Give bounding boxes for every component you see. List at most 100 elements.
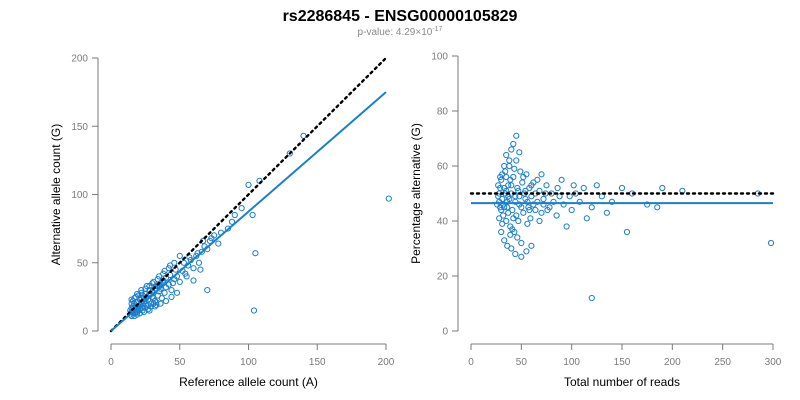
data-point [138, 287, 145, 294]
data-point [501, 204, 508, 211]
y-tick-label: 200 [71, 54, 88, 65]
data-point [512, 198, 519, 205]
data-point [556, 193, 563, 200]
x-tick-label: 0 [108, 357, 114, 368]
data-point [495, 193, 502, 200]
data-point [509, 226, 516, 233]
pvalue-exponent: -17 [432, 26, 442, 33]
data-point [168, 287, 175, 294]
data-point [162, 297, 170, 305]
x-tick-label: 150 [614, 357, 631, 368]
data-point [249, 211, 256, 219]
data-point [197, 266, 204, 273]
y-tick-label: 100 [71, 190, 88, 201]
data-point [524, 220, 531, 227]
data-point [536, 217, 543, 225]
data-point [506, 162, 513, 170]
data-point [513, 132, 520, 139]
data-point [286, 150, 293, 157]
data-point [516, 149, 523, 156]
y-tick-label: 40 [437, 217, 449, 228]
data-point [568, 206, 575, 214]
data-point [176, 252, 183, 259]
y-tick-label: 50 [77, 258, 89, 269]
x-tick-label: 0 [468, 357, 474, 368]
data-point [538, 209, 545, 216]
x-tick-label: 50 [516, 357, 528, 368]
data-point [508, 146, 515, 153]
x-axis-title: Reference allele count (A) [179, 375, 318, 389]
y-tick-label: 150 [71, 122, 88, 133]
data-point [157, 300, 164, 307]
data-point [495, 182, 502, 189]
left-panel: 0 50 100 150 200 0 50 100 150 200 Reference allele… [49, 54, 395, 390]
data-point [138, 289, 145, 296]
data-point [514, 184, 521, 192]
data-point [167, 262, 174, 269]
data-point [544, 206, 551, 214]
data-point [576, 198, 583, 205]
y-tick-label: 20 [437, 272, 449, 283]
data-point [588, 204, 595, 211]
data-point [183, 273, 190, 280]
data-point [507, 176, 514, 183]
data-point [644, 201, 651, 208]
y-tick-label: 80 [437, 107, 449, 118]
data-point [505, 182, 512, 189]
data-point [169, 280, 176, 287]
x-axis-title: Total number of reads [564, 375, 680, 389]
data-point [540, 195, 547, 203]
data-point [252, 250, 259, 257]
data-point [385, 195, 392, 202]
data-point [558, 176, 565, 183]
data-point [540, 201, 547, 208]
data-point [507, 231, 514, 238]
data-point [553, 212, 560, 219]
data-point [134, 291, 141, 298]
data-point [503, 217, 510, 225]
x-tick-label: 150 [309, 357, 326, 368]
data-point [543, 182, 550, 189]
data-point [161, 267, 168, 274]
data-point [161, 289, 168, 296]
y-tick-label: 0 [442, 327, 448, 338]
x-tick-label: 100 [240, 357, 257, 368]
fit-line [110, 91, 387, 332]
data-point [580, 184, 587, 192]
data-point [215, 240, 222, 247]
data-point [517, 168, 524, 175]
data-point [623, 228, 631, 236]
data-point [498, 228, 505, 236]
data-point [245, 181, 252, 188]
data-point [518, 239, 525, 247]
data-point [508, 245, 515, 252]
chart-title: rs2286845 - ENSG00000105829 [283, 8, 518, 25]
x-tick-label: 300 [765, 357, 782, 368]
data-point [501, 237, 508, 244]
x-tick-label: 200 [378, 357, 395, 368]
data-point [146, 282, 153, 290]
data-point [570, 182, 577, 189]
data-point [168, 293, 175, 300]
data-point [518, 253, 525, 260]
data-point [550, 198, 557, 205]
data-point [563, 223, 570, 230]
data-point [512, 250, 519, 258]
data-point [190, 265, 197, 272]
data-point [524, 198, 531, 205]
data-point [532, 206, 539, 214]
right-panel: 0 20 40 60 80 100 0 50 100 150 200 250 300 Total numb… [409, 52, 782, 390]
data-point [583, 215, 590, 222]
data-point [250, 307, 258, 314]
data-point [180, 259, 187, 266]
data-point [158, 295, 165, 302]
data-point [588, 294, 595, 302]
y-axis-title: Alternative allele count (G) [49, 124, 63, 265]
x-tick-label: 200 [664, 357, 681, 368]
data-point [511, 165, 518, 172]
data-point [514, 234, 521, 241]
data-point [500, 201, 507, 208]
x-tick-label: 250 [714, 357, 731, 368]
data-point [534, 176, 541, 183]
data-point [528, 182, 535, 189]
